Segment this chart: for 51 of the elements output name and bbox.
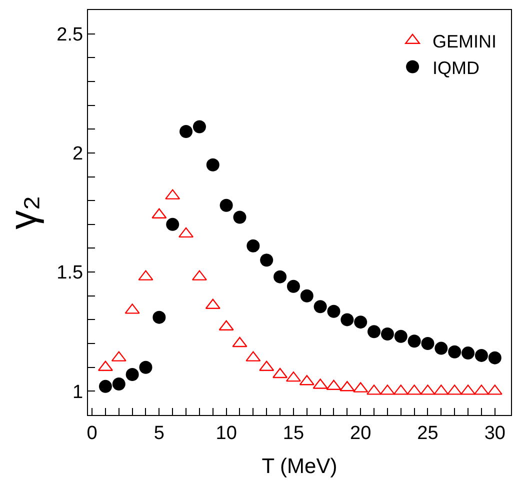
point bbox=[152, 310, 166, 324]
point bbox=[220, 198, 233, 212]
point bbox=[354, 316, 368, 329]
point bbox=[98, 380, 112, 393]
point bbox=[340, 313, 354, 326]
point bbox=[380, 328, 394, 340]
point bbox=[206, 158, 220, 172]
x-tick-label: 5 bbox=[154, 422, 164, 444]
point bbox=[300, 289, 314, 302]
point bbox=[488, 351, 502, 364]
point bbox=[272, 368, 288, 378]
point bbox=[232, 336, 248, 348]
y-tick-label: 2.5 bbox=[56, 24, 84, 46]
y-tick-label: 1.5 bbox=[56, 262, 84, 284]
point bbox=[286, 280, 300, 293]
point bbox=[408, 334, 421, 348]
point bbox=[246, 239, 260, 252]
y-axis-title: γ₂ bbox=[2, 196, 45, 230]
point bbox=[434, 342, 448, 355]
point bbox=[462, 346, 475, 360]
point bbox=[139, 360, 152, 374]
legend-label: IQMD bbox=[432, 58, 480, 78]
point bbox=[166, 218, 180, 231]
x-axis-title: T (MeV) bbox=[262, 455, 338, 478]
point bbox=[448, 345, 462, 358]
y-tick-label: 1 bbox=[72, 382, 84, 403]
x-tick-label: 10 bbox=[216, 422, 237, 444]
point bbox=[326, 380, 342, 390]
point bbox=[126, 368, 139, 381]
point bbox=[260, 254, 274, 267]
point bbox=[421, 337, 434, 350]
point bbox=[394, 330, 408, 343]
y-tick-label: 2 bbox=[72, 144, 84, 165]
point bbox=[180, 125, 193, 138]
point bbox=[327, 304, 340, 318]
point bbox=[112, 378, 126, 391]
x-tick-label: 15 bbox=[282, 422, 304, 444]
point bbox=[233, 210, 246, 224]
point bbox=[274, 270, 287, 284]
x-tick-label: 20 bbox=[350, 422, 372, 444]
point bbox=[192, 120, 206, 134]
x-tick-label: 25 bbox=[417, 422, 438, 444]
point bbox=[286, 371, 301, 382]
point bbox=[368, 325, 381, 338]
x-tick-label: 0 bbox=[86, 422, 98, 444]
point bbox=[178, 227, 194, 238]
point bbox=[314, 300, 327, 314]
point bbox=[205, 298, 220, 310]
point bbox=[474, 348, 488, 362]
legend-label: GEMINI bbox=[432, 31, 497, 52]
x-tick-label: 30 bbox=[484, 422, 506, 444]
